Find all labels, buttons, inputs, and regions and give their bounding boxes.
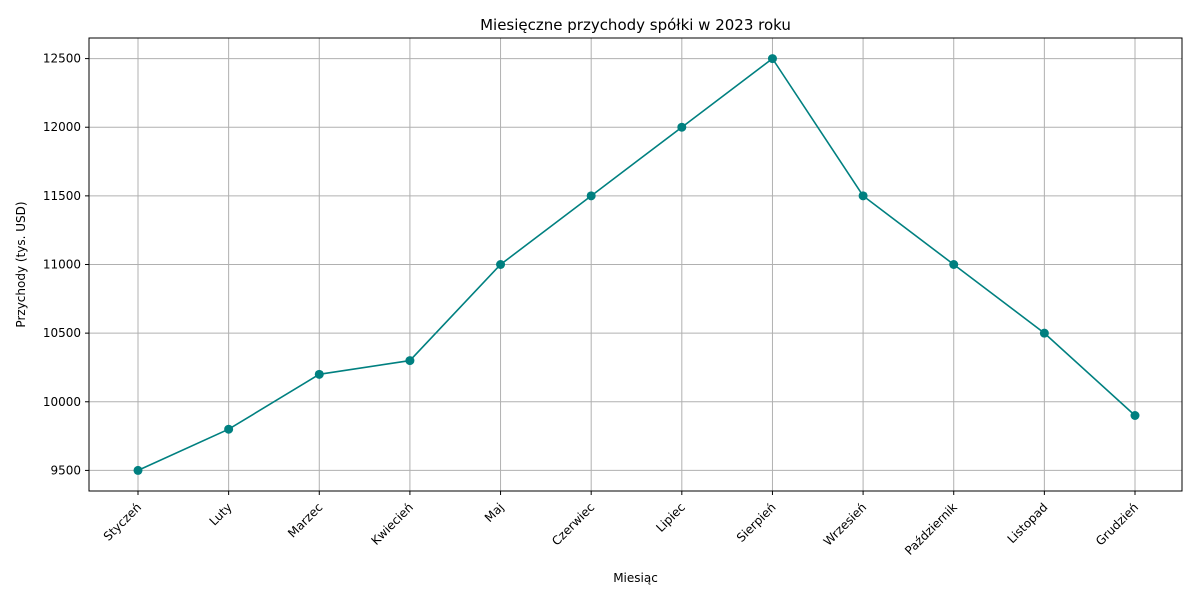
x-tick-label: Listopad	[1005, 500, 1051, 546]
plot-area-frame	[88, 37, 1183, 492]
x-tick-label: Maj	[482, 500, 507, 525]
data-point	[314, 369, 324, 379]
y-tick-label: 10500	[43, 326, 81, 340]
data-point	[949, 260, 959, 269]
x-tick-label: Styczeń	[101, 500, 144, 543]
chart-title: Miesięczne przychody spółki w 2023 roku	[480, 16, 791, 34]
data-point	[224, 424, 234, 434]
y-axis-label: Przychody (tys. USD)	[14, 201, 28, 327]
data-point	[767, 54, 777, 64]
y-tick-label: 11000	[43, 258, 81, 272]
x-tick-label: Grudzień	[1093, 500, 1141, 548]
y-tick-label: 11500	[43, 189, 81, 203]
data-point	[405, 356, 415, 366]
x-tick-label: Kwiecień	[368, 500, 416, 548]
series-line	[137, 57, 1136, 472]
y-tick-label: 10000	[43, 395, 81, 409]
data-point	[133, 465, 143, 475]
data-point	[677, 122, 687, 132]
data-point	[858, 191, 868, 201]
x-tick-label: Lipiec	[653, 500, 688, 535]
x-tick-label: Wrzesień	[821, 500, 869, 548]
y-tick-label: 9500	[50, 463, 81, 477]
data-point	[1130, 411, 1140, 420]
data-point	[586, 191, 596, 201]
x-tick-label: Marzec	[285, 500, 325, 540]
grid	[89, 38, 1182, 491]
y-tick-label: 12000	[43, 120, 81, 134]
x-tick-label: Sierpień	[734, 500, 779, 545]
y-tick-label: 12500	[43, 52, 81, 66]
series	[133, 54, 1140, 475]
data-point	[496, 260, 506, 269]
x-tick-label: Czerwiec	[549, 500, 597, 548]
data-point	[1039, 328, 1049, 338]
x-tick-label: Październik	[902, 500, 960, 558]
x-axis-label: Miesiąc	[613, 571, 658, 585]
x-tick-label: Luty	[207, 500, 235, 528]
